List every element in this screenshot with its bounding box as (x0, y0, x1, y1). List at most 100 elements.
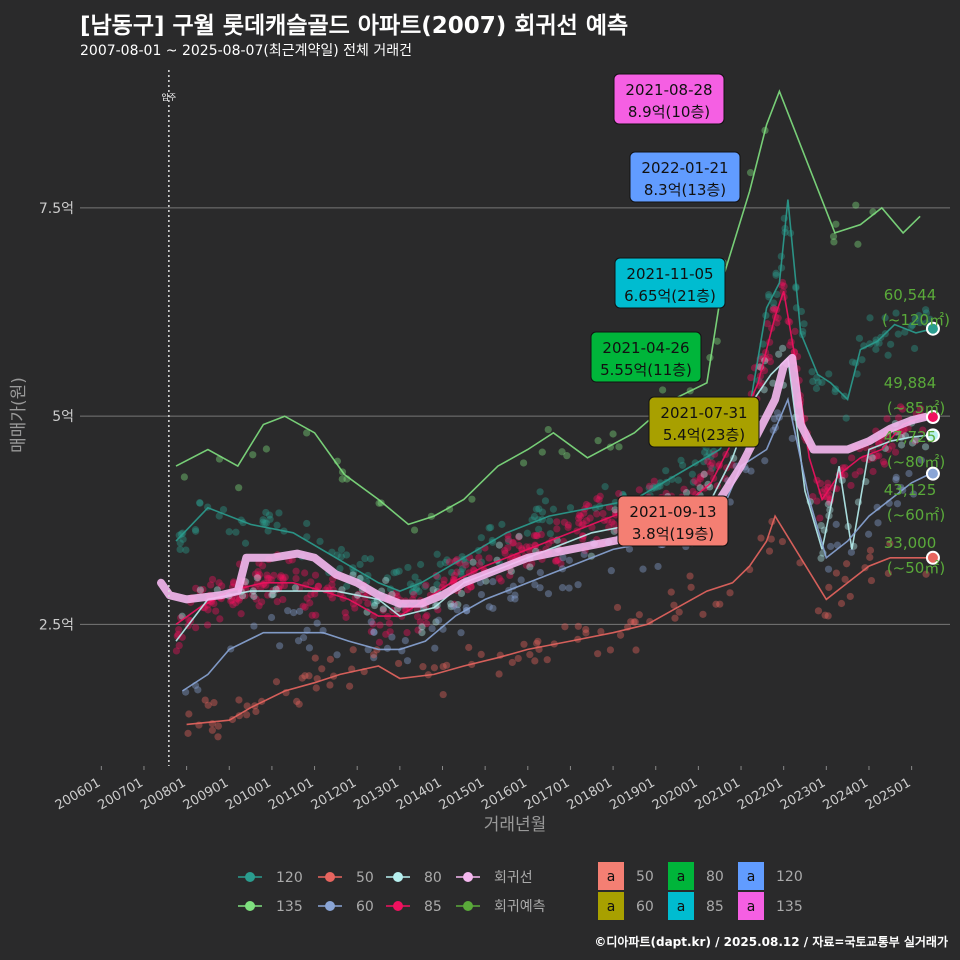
scatter-point (679, 461, 687, 469)
scatter-point (194, 686, 202, 694)
y-tick-label: 5억 (52, 409, 74, 425)
scatter-point (440, 576, 448, 584)
legend-item-120: 120 (238, 870, 303, 886)
scatter-point (818, 378, 826, 387)
scatter-point (412, 585, 420, 593)
scatter-point (514, 654, 522, 663)
scatter-point (694, 479, 702, 487)
scatter-point (691, 477, 699, 485)
scatter-point (883, 415, 891, 423)
scatter-point (361, 554, 369, 563)
scatter-point (778, 537, 787, 546)
scatter-point (349, 646, 357, 654)
scatter-point (506, 571, 514, 580)
scatter-point (832, 220, 840, 228)
scatter-point (770, 415, 778, 423)
scatter-point (808, 368, 816, 376)
scatter-point (700, 470, 708, 478)
scatter-point (370, 601, 379, 610)
scatter-point (868, 454, 876, 462)
scatter-point (264, 591, 272, 599)
scatter-point (662, 467, 670, 475)
scatter-point (816, 479, 825, 488)
scatter-point (254, 567, 262, 576)
scatter-point (176, 539, 184, 547)
scatter-point (267, 613, 276, 622)
scatter-point (447, 603, 455, 611)
scatter-point (342, 613, 350, 621)
scatter-point (281, 573, 289, 581)
scatter-point (893, 500, 902, 508)
scatter-point (208, 575, 217, 584)
scatter-point (482, 577, 490, 585)
scatter-point (414, 626, 422, 634)
scatter-point (279, 595, 287, 604)
legend-label: 120 (276, 870, 303, 886)
x-tick-label: 202401 (820, 775, 870, 813)
annotation-date: 2021-04-26 (602, 339, 689, 357)
scatter-point (462, 561, 470, 569)
scatter-point (757, 534, 765, 542)
scatter-point (582, 625, 590, 634)
legend-item-50: 50 (318, 870, 374, 886)
scatter-point (713, 337, 721, 345)
scatter-point (366, 555, 375, 563)
scatter-point (746, 169, 755, 177)
annotation-date: 2021-09-13 (629, 503, 716, 521)
scatter-point (848, 358, 857, 366)
scatter-point (172, 647, 181, 655)
scatter-point (607, 567, 615, 575)
legend-box-135: a 135 (738, 892, 803, 920)
scatter-point (235, 484, 243, 492)
scatter-point (477, 590, 486, 599)
legend-dot (245, 901, 255, 911)
scatter-point (307, 590, 315, 599)
annotation-box (613, 73, 725, 125)
scatter-point (403, 629, 411, 637)
scatter-point (884, 569, 892, 577)
scatter-point (430, 664, 439, 672)
legend-dot (393, 901, 403, 911)
scatter-point (421, 582, 429, 591)
scatter-point (210, 599, 218, 608)
prediction-area: (~120㎡) (882, 311, 950, 329)
scatter-point (196, 586, 204, 594)
scatter-point (235, 696, 243, 704)
scatter-point (192, 624, 200, 632)
scatter-point (662, 489, 670, 498)
scatter-point (184, 729, 192, 737)
scatter-point (461, 558, 469, 566)
scatter-point (689, 487, 697, 496)
legend-swatch-glyph: a (607, 899, 616, 915)
scatter-point (519, 459, 528, 467)
scatter-point (922, 306, 930, 314)
scatter-point (175, 531, 183, 539)
scatter-point (611, 506, 619, 514)
x-tick-label: 202101 (693, 775, 743, 813)
scatter-point (280, 581, 289, 590)
scatter-point (813, 497, 821, 505)
x-tick-label: 201801 (565, 775, 615, 813)
scatter-point (326, 681, 334, 689)
scatter-point (892, 473, 900, 481)
scatter-point (841, 471, 849, 479)
prediction-value: 43,125 (884, 481, 937, 499)
scatter-point (341, 609, 349, 617)
scatter-point (544, 425, 552, 434)
scatter-point (433, 581, 441, 589)
scatter-point (515, 541, 523, 550)
scatter-point (383, 574, 391, 582)
scatter-point (769, 304, 778, 312)
scatter-point (180, 473, 188, 481)
scatter-point (382, 630, 390, 638)
scatter-point (553, 525, 561, 533)
scatter-point (487, 523, 495, 532)
scatter-point (463, 586, 472, 594)
scatter-point (791, 327, 799, 336)
scatter-point (697, 475, 705, 483)
scatter-point (869, 454, 878, 462)
scatter-point (852, 201, 860, 209)
scatter-point (896, 403, 905, 411)
scatter-point (333, 651, 341, 659)
regression-path (157, 353, 933, 608)
